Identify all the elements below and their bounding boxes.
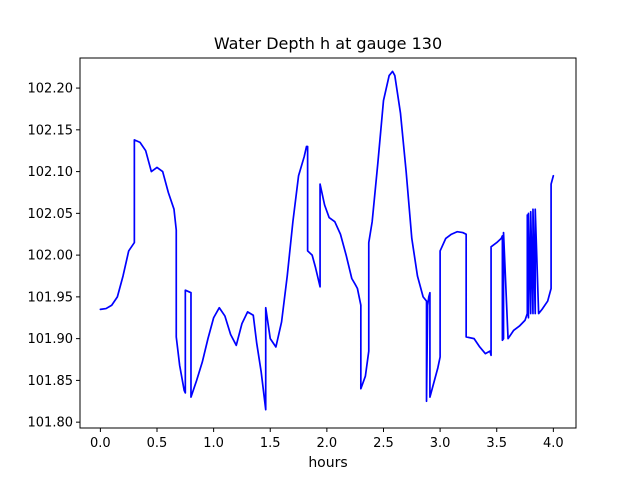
y-tick-label: 102.10 [28, 165, 74, 180]
series-line-0 [99, 70, 555, 411]
y-axis: 101.80 101.85 101.90 101.95 102.00 102.05 102.… [28, 82, 80, 431]
x-tick-label: 1.5 [260, 436, 281, 451]
x-tick-label: 3.0 [430, 436, 451, 451]
chart-title: Water Depth h at gauge 130 [214, 34, 442, 53]
y-tick-label: 101.85 [28, 374, 74, 389]
x-axis: 0.0 0.5 1.0 1.5 2.0 2.5 3.0 3.5 4.0 [90, 428, 564, 451]
x-tick-label: 0.5 [147, 436, 168, 451]
y-tick-label: 102.05 [28, 207, 74, 222]
x-tick-label: 0.0 [90, 436, 111, 451]
y-tick-label: 102.15 [28, 123, 74, 138]
x-tick-label: 3.5 [486, 436, 507, 451]
x-tick-label: 2.0 [317, 436, 338, 451]
x-tick-label: 2.5 [373, 436, 394, 451]
x-tick-label: 4.0 [543, 436, 564, 451]
y-tick-label: 101.80 [28, 416, 74, 431]
x-tick-label: 1.0 [203, 436, 224, 451]
y-tick-label: 102.20 [28, 82, 74, 97]
axes-frame [79, 57, 577, 429]
y-tick-label: 101.95 [28, 290, 74, 305]
y-tick-label: 102.00 [28, 249, 74, 264]
x-axis-label: hours [308, 455, 347, 471]
plot-area [99, 70, 555, 411]
y-tick-label: 101.90 [28, 332, 74, 347]
